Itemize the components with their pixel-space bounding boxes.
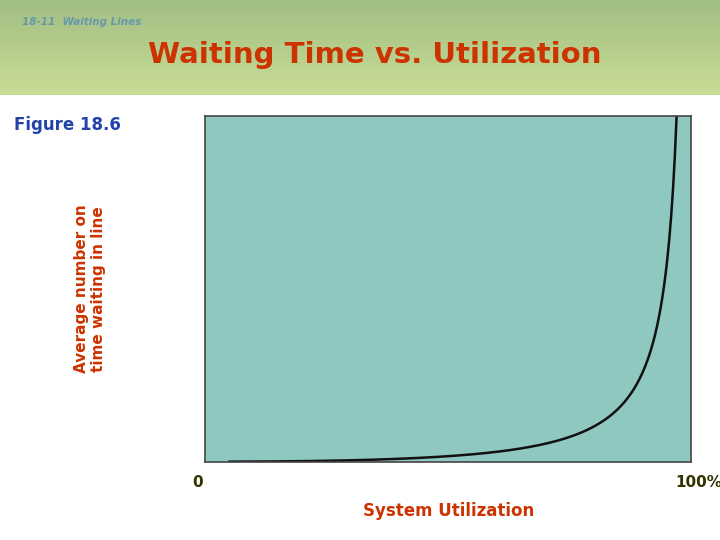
- Bar: [0, 43, 720, 47]
- Bar: [0, 85, 720, 90]
- Bar: [0, 47, 720, 52]
- Bar: [0, 80, 720, 85]
- Bar: [0, 14, 720, 19]
- Bar: [0, 52, 720, 57]
- Bar: [0, 76, 720, 80]
- Text: 18-11  Waiting Lines: 18-11 Waiting Lines: [22, 17, 141, 27]
- Bar: [0, 5, 720, 10]
- Bar: [0, 24, 720, 28]
- Text: System Utilization: System Utilization: [363, 502, 534, 520]
- Text: 0: 0: [193, 475, 203, 490]
- Bar: [0, 62, 720, 66]
- Bar: [0, 71, 720, 76]
- Bar: [0, 57, 720, 62]
- Bar: [0, 90, 720, 94]
- Bar: [0, 38, 720, 43]
- Text: Average number on
time waiting in line: Average number on time waiting in line: [73, 205, 107, 373]
- Bar: [0, 9, 720, 14]
- Bar: [0, 19, 720, 24]
- Text: Figure 18.6: Figure 18.6: [14, 116, 121, 134]
- Bar: [0, 0, 720, 5]
- Text: 100%: 100%: [675, 475, 720, 490]
- Bar: [0, 33, 720, 38]
- Text: Waiting Time vs. Utilization: Waiting Time vs. Utilization: [148, 41, 601, 69]
- Bar: [0, 28, 720, 33]
- Bar: [0, 66, 720, 71]
